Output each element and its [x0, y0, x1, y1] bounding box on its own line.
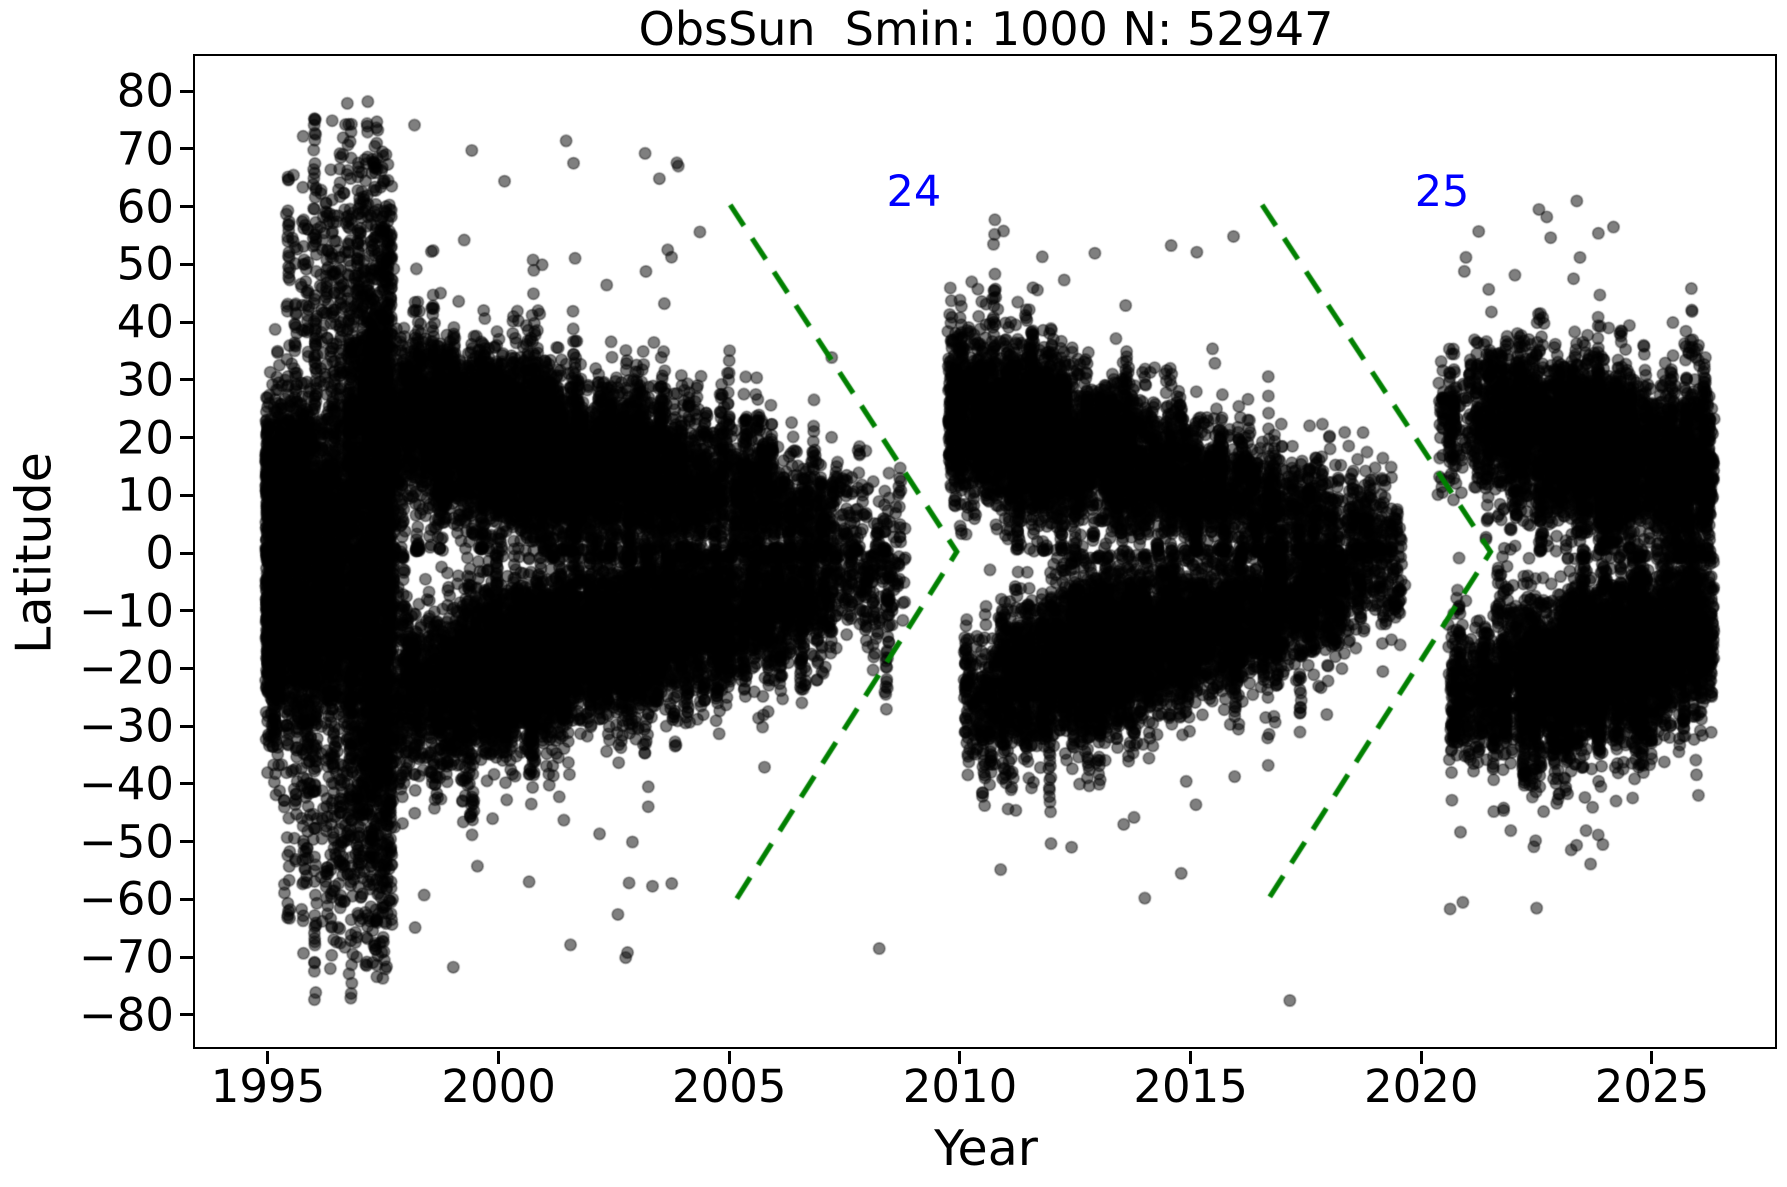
y-tick-mark — [180, 1013, 193, 1017]
y-tick-label-10: 10 — [116, 468, 174, 522]
y-tick-label--70: −70 — [79, 930, 174, 984]
x-tick-label-2020: 2020 — [1364, 1060, 1479, 1113]
y-tick-mark — [180, 493, 193, 497]
y-tick-mark — [180, 436, 193, 440]
y-tick-label-70: 70 — [116, 122, 174, 176]
y-tick-mark — [180, 609, 193, 613]
y-tick-label-60: 60 — [116, 180, 174, 234]
y-tick-label--10: −10 — [79, 584, 174, 638]
y-tick-label--80: −80 — [79, 988, 174, 1042]
x-tick-label-2010: 2010 — [902, 1060, 1018, 1113]
x-tick-label-2015: 2015 — [1133, 1060, 1248, 1113]
scatter-canvas — [196, 57, 1777, 1049]
y-tick-mark — [180, 955, 193, 959]
x-tick-mark — [958, 1051, 962, 1064]
y-tick-mark — [180, 262, 193, 266]
y-tick-label--20: −20 — [79, 641, 174, 695]
y-tick-mark — [180, 147, 193, 151]
y-tick-label-40: 40 — [116, 295, 174, 349]
y-tick-label-50: 50 — [116, 237, 174, 291]
y-tick-label-20: 20 — [116, 411, 174, 465]
y-tick-mark — [180, 320, 193, 324]
x-axis-label: Year — [934, 1120, 1038, 1177]
y-tick-label-0: 0 — [145, 526, 174, 580]
x-tick-mark — [1189, 1051, 1193, 1064]
y-tick-mark — [180, 205, 193, 209]
y-tick-label--50: −50 — [79, 815, 174, 869]
x-tick-mark — [727, 1051, 731, 1064]
x-tick-label-2000: 2000 — [441, 1060, 556, 1113]
y-tick-label-30: 30 — [116, 353, 174, 407]
y-tick-label--40: −40 — [79, 757, 174, 811]
cycle-label-25: 25 — [1414, 167, 1470, 218]
x-tick-mark — [266, 1051, 270, 1064]
x-tick-mark — [1419, 1051, 1423, 1064]
y-tick-mark — [180, 89, 193, 93]
x-tick-label-1995: 1995 — [210, 1060, 326, 1113]
y-tick-mark — [180, 840, 193, 844]
cycle-label-24: 24 — [886, 167, 942, 218]
x-tick-label-2005: 2005 — [672, 1060, 787, 1113]
x-tick-label-2025: 2025 — [1594, 1060, 1710, 1113]
y-tick-mark — [180, 666, 193, 670]
y-tick-mark — [180, 724, 193, 728]
y-tick-mark — [180, 378, 193, 382]
y-tick-mark — [180, 782, 193, 786]
y-tick-label-80: 80 — [116, 64, 174, 118]
y-tick-label--30: −30 — [79, 699, 174, 753]
x-tick-mark — [1650, 1051, 1654, 1064]
x-tick-mark — [497, 1051, 501, 1064]
y-tick-mark — [180, 551, 193, 555]
chart-title: ObsSun Smin: 1000 N: 52947 — [638, 2, 1334, 56]
y-tick-mark — [180, 897, 193, 901]
y-tick-label--60: −60 — [79, 872, 174, 926]
y-axis-label: Latitude — [5, 452, 63, 654]
